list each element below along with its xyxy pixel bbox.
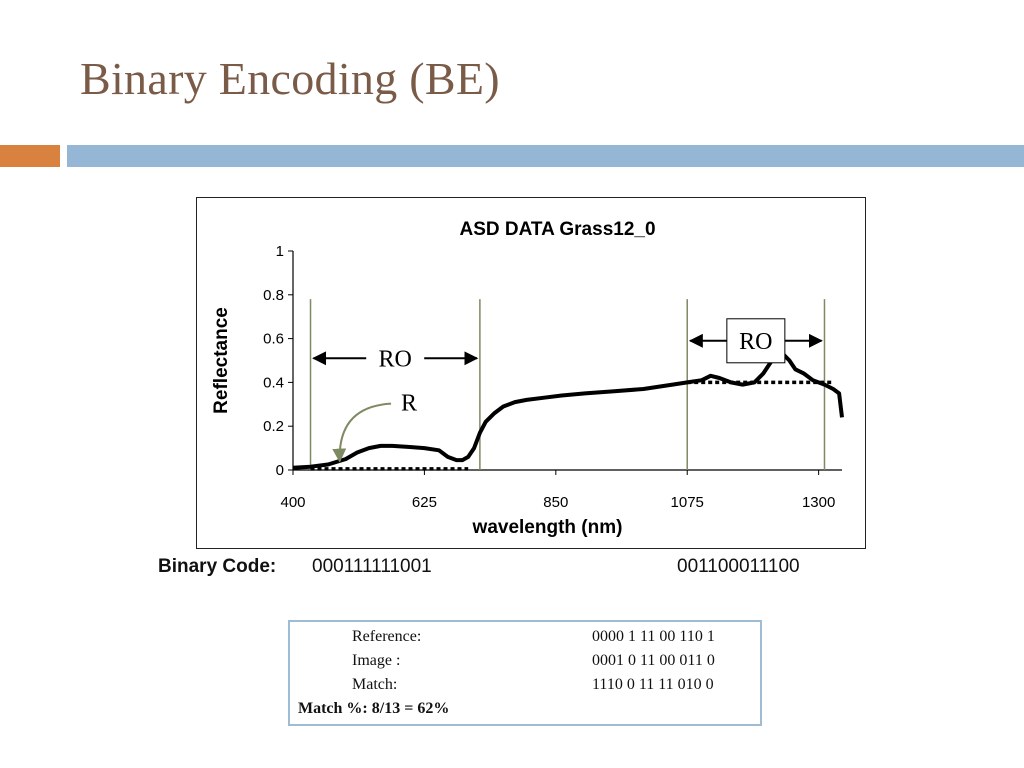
- accent-bar-orange: [0, 145, 60, 167]
- spectrum-chart: ASD DATA Grass12_0 0 0.2 0.4 0.6 0.8 1 400 625 85…: [211, 219, 844, 538]
- x-axis-label: wavelength (nm): [472, 517, 623, 538]
- r-pointer-arrow: [332, 402, 392, 463]
- reflectance-curve: [292, 349, 844, 470]
- x-tick-label: 850: [543, 494, 568, 511]
- reference-label: Reference:: [352, 628, 422, 645]
- reference-code: 0000 1 11 00 110 1: [592, 628, 715, 645]
- y-tick-label: 0.8: [263, 287, 284, 304]
- match-percent: Match %: 8/13 = 62%: [298, 700, 450, 717]
- ro-label: RO: [379, 346, 412, 372]
- x-tick-label: 400: [280, 494, 305, 511]
- binary-code-left: 000111111001: [312, 556, 432, 577]
- r-label: R: [401, 391, 417, 417]
- y-tick-label: 0.2: [263, 418, 284, 435]
- accent-bar-blue: [67, 145, 1024, 167]
- x-tick-label: 625: [412, 494, 437, 511]
- y-tick-label: 0.6: [263, 331, 284, 348]
- slide-title: Binary Encoding (BE): [80, 53, 500, 104]
- ro-label: RO: [739, 329, 772, 355]
- chart-frame: ASD DATA Grass12_0 0 0.2 0.4 0.6 0.8 1 400 625 85…: [196, 197, 866, 549]
- image-code: 0001 0 11 00 011 0: [592, 652, 715, 669]
- match-code: 1110 0 11 11 010 0: [592, 676, 714, 693]
- binary-code-right: 001100011100: [677, 556, 800, 577]
- y-tick-label: 0.4: [263, 374, 284, 391]
- y-axis-label: Reflectance: [211, 307, 232, 414]
- binary-code-label: Binary Code:: [158, 556, 277, 577]
- x-tick-label: 1300: [802, 494, 835, 511]
- ro-label-box: [726, 318, 786, 364]
- y-tick-label: 0: [276, 462, 284, 479]
- x-tick-label: 1075: [671, 494, 704, 511]
- match-table: Reference: 0000 1 11 00 110 1 Image : 00…: [288, 620, 762, 726]
- y-tick-label: 1: [276, 243, 284, 260]
- match-label: Match:: [352, 676, 398, 693]
- chart-title: ASD DATA Grass12_0: [459, 219, 655, 240]
- image-label: Image :: [352, 652, 401, 669]
